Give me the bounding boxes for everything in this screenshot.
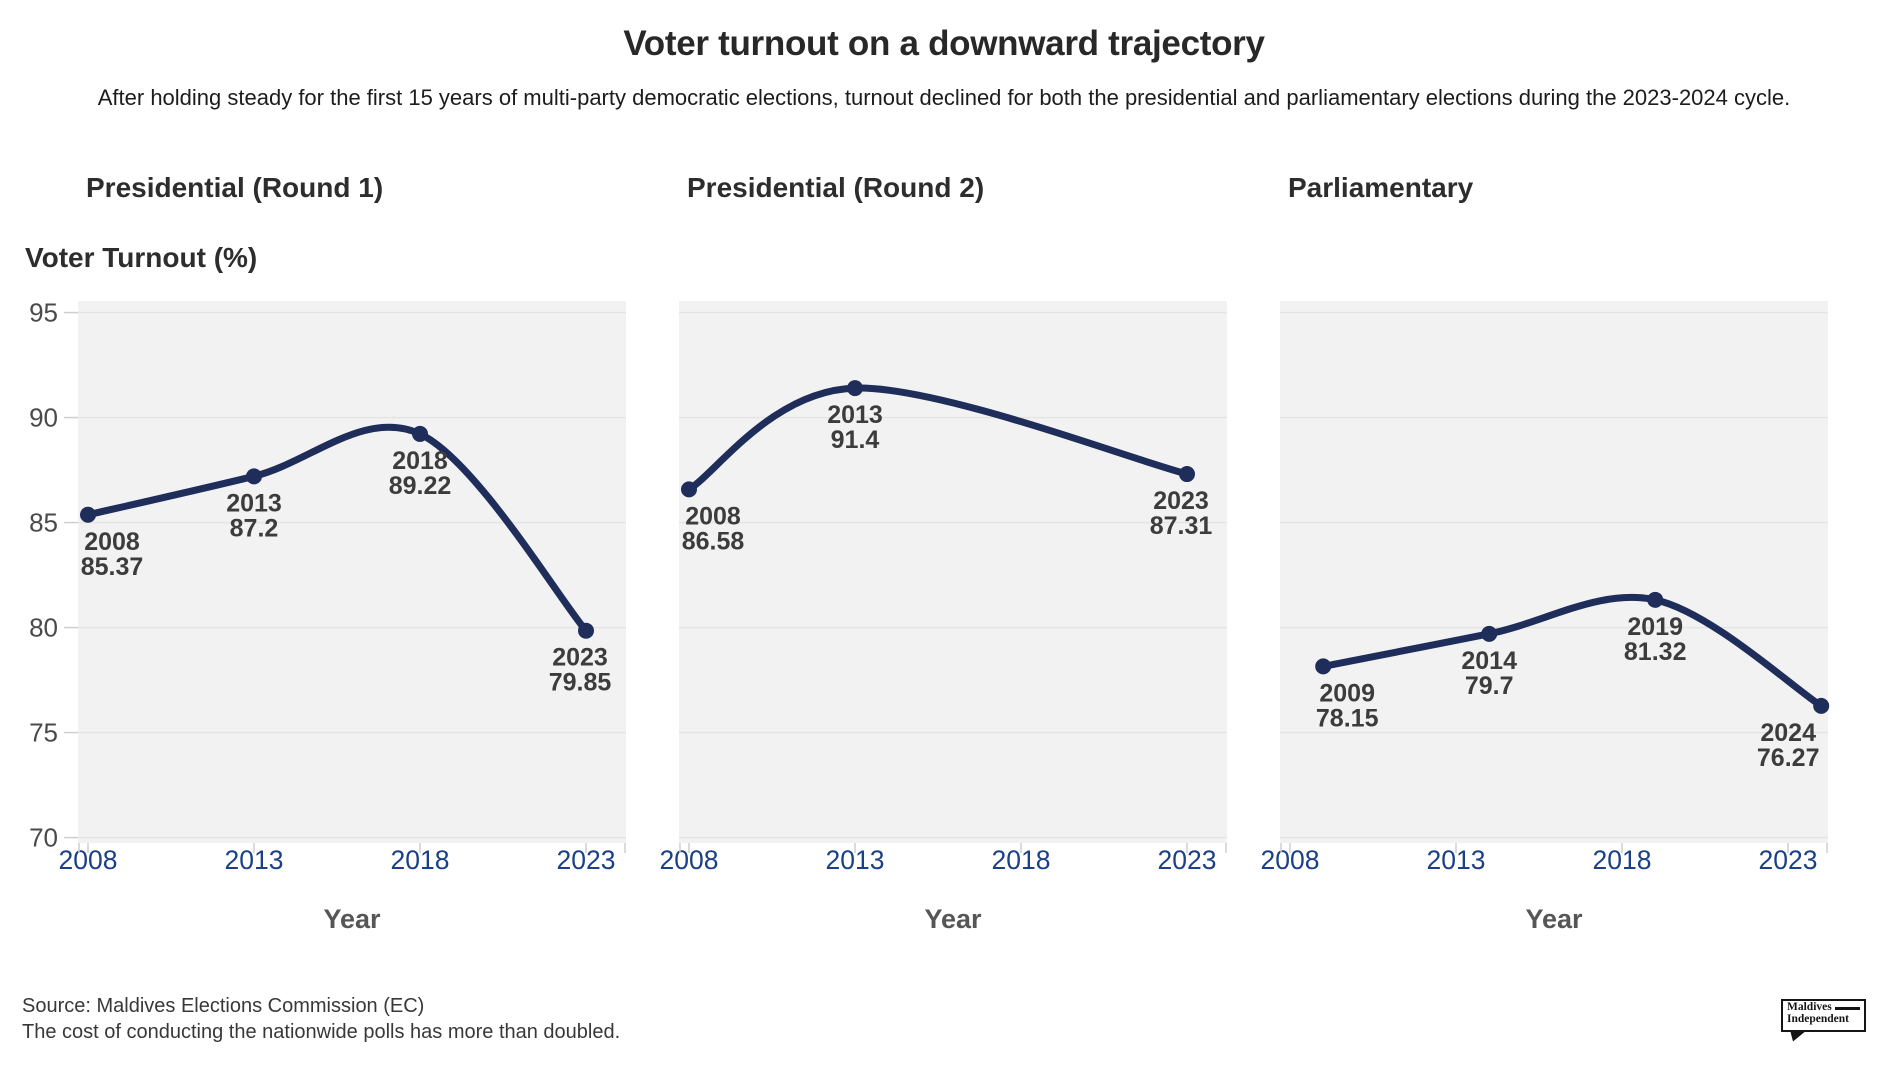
data-point-label-year: 2013 (827, 401, 883, 429)
plot-area (679, 301, 1227, 843)
y-tick-label: 85 (29, 508, 58, 538)
data-point (1813, 697, 1830, 714)
x-tick-label: 2018 (1593, 845, 1652, 875)
x-tick-label: 2013 (225, 845, 284, 875)
data-point-label-value: 87.31 (1150, 512, 1213, 540)
plot-area (78, 301, 626, 843)
data-point-label-year: 2008 (685, 502, 741, 530)
source-line: Source: Maldives Elections Commission (E… (22, 995, 425, 1017)
x-tick-label: 2008 (1261, 845, 1320, 875)
logo-word-1: Maldives (1787, 1001, 1832, 1013)
logo-word-2: Independent (1787, 1012, 1849, 1025)
y-tick-label: 70 (29, 823, 58, 853)
x-axis-title: Year (1525, 904, 1583, 934)
data-point (1481, 625, 1498, 642)
x-axis-title: Year (924, 904, 982, 934)
data-point (246, 468, 262, 485)
panel-title-presidential-round-1: Presidential (Round 1) (86, 172, 384, 203)
data-point-label-value: 76.27 (1757, 744, 1820, 772)
turnout-line (685, 384, 1191, 493)
data-point-label-value: 85.37 (81, 553, 144, 581)
x-axis-title: Year (323, 904, 381, 934)
x-tick-label: 2008 (660, 845, 719, 875)
data-point (80, 506, 96, 523)
data-point-label-year: 2023 (552, 644, 608, 672)
y-axis-title: Voter Turnout (%) (25, 242, 258, 273)
data-point-label-value: 81.32 (1624, 638, 1687, 666)
logo-row: Maldives (1787, 1001, 1860, 1014)
data-point (1315, 658, 1332, 675)
panel-title-parliamentary: Parliamentary (1288, 172, 1474, 203)
x-tick-label: 2023 (557, 845, 616, 875)
data-point-label-year: 2019 (1627, 613, 1683, 641)
data-point-label-value: 91.4 (831, 426, 880, 454)
page-subtitle: After holding steady for the first 15 ye… (97, 85, 1791, 110)
data-point-label-value: 79.85 (549, 669, 612, 697)
chart-panel-presidential-round-2: 2008 2013 2018 2023200886.58201391.4202387.… (660, 301, 1227, 934)
y-tick-label: 90 (29, 403, 58, 433)
x-tick-label: 2018 (391, 845, 450, 875)
data-point-label-year: 2024 (1760, 719, 1816, 747)
data-point (847, 380, 863, 397)
x-tick-label: 2013 (1427, 845, 1486, 875)
logo-speech-tail-icon (1790, 1029, 1807, 1041)
data-point (1179, 466, 1195, 483)
plot-area (1280, 301, 1828, 843)
footer: Source: Maldives Elections Commission (E… (22, 993, 620, 1045)
turnout-line (1319, 593, 1825, 710)
panel-title-presidential-round-2: Presidential (Round 2) (687, 172, 985, 203)
data-point-label-year: 2009 (1319, 679, 1375, 707)
data-point-label-year: 2014 (1461, 647, 1517, 675)
x-tick-label: 2018 (992, 845, 1051, 875)
data-point-label-value: 78.15 (1316, 704, 1379, 732)
data-point (681, 481, 697, 498)
x-tick-label: 2023 (1158, 845, 1217, 875)
data-point-label-value: 89.22 (389, 472, 452, 500)
x-tick-label: 2008 (59, 845, 118, 875)
data-point-label-year: 2023 (1153, 487, 1209, 515)
data-point (578, 622, 594, 639)
data-point (412, 425, 428, 442)
y-tick-label: 75 (29, 718, 58, 748)
data-point-label-year: 2008 (84, 528, 140, 556)
maldives-independent-logo: Maldives Independent (1781, 999, 1866, 1041)
data-point-label-value: 79.7 (1465, 672, 1514, 700)
data-point-label-value: 87.2 (230, 514, 279, 542)
data-point (1647, 591, 1664, 608)
page-title: Voter turnout on a downward trajectory (623, 24, 1265, 63)
y-tick-label: 95 (29, 298, 58, 328)
turnout-line (84, 423, 590, 635)
logo-bar (1834, 1006, 1860, 1010)
data-point-label-year: 2013 (226, 489, 282, 517)
x-tick-label: 2023 (1759, 845, 1818, 875)
y-tick-label: 80 (29, 613, 58, 643)
x-tick-label: 2013 (826, 845, 885, 875)
data-point-label-value: 86.58 (682, 527, 745, 555)
data-point-label-year: 2018 (392, 447, 448, 475)
note-line: The cost of conducting the nationwide po… (22, 1021, 621, 1043)
